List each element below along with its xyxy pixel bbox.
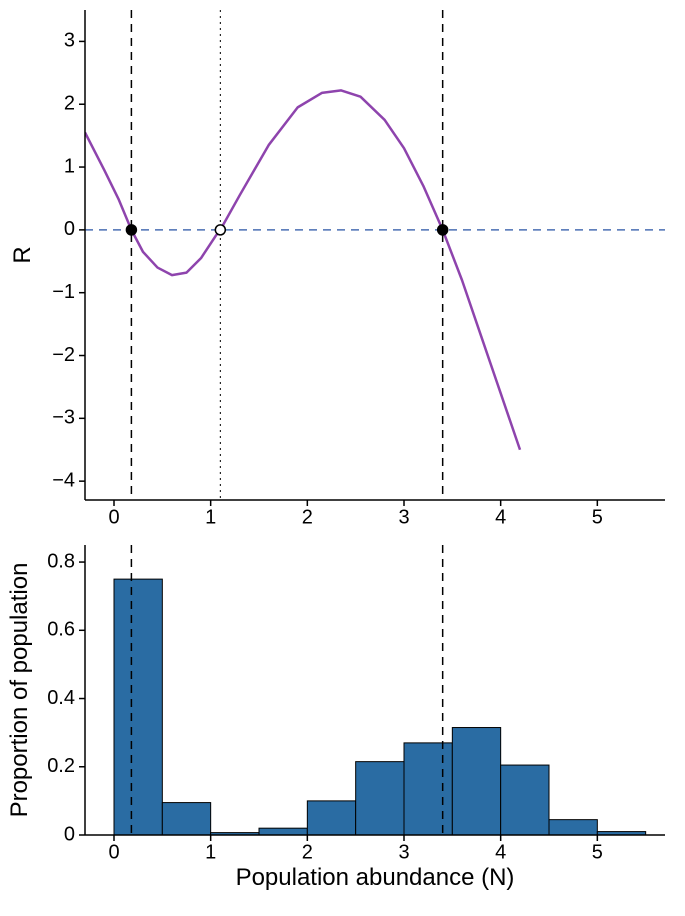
equilibrium-point-1 [215,225,225,235]
bottom-ytick-label: 0.2 [47,755,75,777]
top-ytick-label: −2 [52,344,75,366]
bottom-panel: 0 0.2 0.4 0.6 0.8 0 1 2 3 4 5 Proportion of populat… [6,545,665,891]
equilibrium-point-0 [126,225,136,235]
histogram-bar [114,579,162,835]
equilibrium-point-2 [438,225,448,235]
top-y-label: R [9,246,36,263]
histogram-bar [162,803,210,835]
histogram-bar [307,801,355,835]
figure-container: −4 −3 −2 −1 0 1 2 3 0 1 2 3 4 5 R 0 0.2 0.4 0.6 0.8 0 1 2 3 4 5 Pr… [0,0,685,916]
bottom-xtick-label: 0 [108,842,119,864]
bottom-xtick-label: 5 [592,842,603,864]
histogram-bar [259,828,307,835]
top-ytick-label: −3 [52,407,75,429]
top-xtick-label: 5 [592,507,603,529]
bottom-xtick-label: 4 [495,842,506,864]
top-xtick-label: 1 [205,507,216,529]
top-panel: −4 −3 −2 −1 0 1 2 3 0 1 2 3 4 5 R [9,10,665,529]
bottom-y-label: Proportion of population [6,563,33,818]
bottom-ytick-label: 0 [64,823,75,845]
histogram-bar [356,762,404,835]
histogram-bar [404,743,452,835]
histogram-bar [501,765,549,835]
bottom-ytick-label: 0.4 [47,687,75,709]
top-ytick-label: 3 [64,30,75,52]
top-ytick-label: −4 [52,469,75,491]
bottom-xtick-label: 3 [398,842,409,864]
bottom-ytick-label: 0.6 [47,619,75,641]
bottom-xtick-label: 1 [205,842,216,864]
x-axis-label: Population abundance (N) [236,864,515,891]
top-xtick-label: 0 [108,507,119,529]
top-ytick-label: 0 [64,218,75,240]
top-ytick-label: 2 [64,93,75,115]
growth-curve [85,90,520,449]
histogram-bar [452,728,500,835]
top-ytick-label: 1 [64,155,75,177]
top-xtick-label: 3 [398,507,409,529]
histogram-bar [549,820,597,835]
top-ytick-label: −1 [52,281,75,303]
figure-svg: −4 −3 −2 −1 0 1 2 3 0 1 2 3 4 5 R 0 0.2 0.4 0.6 0.8 0 1 2 3 4 5 Pr… [0,0,685,916]
top-xtick-label: 4 [495,507,506,529]
top-xtick-label: 2 [302,507,313,529]
bottom-xtick-label: 2 [302,842,313,864]
bottom-ytick-label: 0.8 [47,550,75,572]
